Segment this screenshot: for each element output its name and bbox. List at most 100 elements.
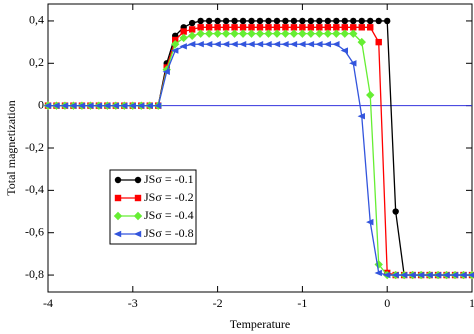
marker <box>375 17 382 25</box>
x-tick-label: -2 <box>213 296 223 310</box>
marker <box>77 102 86 109</box>
marker <box>137 102 145 109</box>
marker <box>358 24 365 31</box>
marker <box>316 24 323 31</box>
marker <box>333 24 340 31</box>
marker <box>69 102 77 109</box>
marker <box>204 29 214 38</box>
y-tick-label: -0,4 <box>25 182 44 196</box>
marker <box>315 41 323 48</box>
marker <box>247 41 255 48</box>
y-tick-label: 0 <box>38 97 44 111</box>
marker <box>145 102 153 109</box>
marker <box>214 24 221 31</box>
y-tick-label: 0,2 <box>29 55 44 69</box>
marker <box>340 47 348 54</box>
x-tick-label: -3 <box>128 296 138 310</box>
plot-frame <box>47 3 473 293</box>
marker <box>408 271 416 279</box>
marker <box>333 17 340 25</box>
marker <box>299 17 306 25</box>
marker <box>374 269 382 277</box>
marker <box>323 41 332 48</box>
marker <box>350 17 357 25</box>
legend-label: JSσ = -0.4 <box>144 208 194 222</box>
marker <box>459 271 467 279</box>
marker <box>214 17 221 25</box>
y-tick-label: 0,4 <box>29 13 44 27</box>
marker <box>299 24 306 31</box>
marker <box>52 102 60 109</box>
marker <box>111 102 120 109</box>
marker <box>341 24 348 31</box>
marker <box>239 24 247 31</box>
marker <box>450 271 459 279</box>
marker <box>391 271 399 279</box>
legend-label: JSσ = -0.8 <box>144 226 194 240</box>
marker <box>256 17 264 25</box>
marker <box>315 29 324 38</box>
marker <box>433 271 442 279</box>
marker <box>307 17 315 25</box>
marker <box>316 17 323 25</box>
x-tick-label: 1 <box>469 296 474 310</box>
marker <box>323 29 333 38</box>
marker <box>179 43 187 50</box>
marker <box>290 17 298 25</box>
marker <box>179 33 188 43</box>
marker <box>349 29 358 38</box>
marker <box>366 218 374 226</box>
marker <box>188 26 196 33</box>
x-tick-label: -1 <box>297 296 307 310</box>
marker <box>324 24 332 31</box>
marker <box>222 24 230 31</box>
marker <box>358 17 365 25</box>
marker <box>162 65 171 74</box>
marker <box>103 102 111 109</box>
marker <box>204 41 213 48</box>
marker <box>375 38 382 46</box>
marker <box>133 230 142 238</box>
marker <box>94 102 103 109</box>
marker <box>187 31 197 40</box>
marker <box>213 29 222 38</box>
x-axis-label: Temperature <box>230 317 290 331</box>
marker <box>290 24 298 31</box>
marker <box>281 29 290 38</box>
x-tick-label: -4 <box>43 296 53 310</box>
marker <box>367 24 374 31</box>
marker <box>221 41 230 48</box>
marker <box>324 17 332 25</box>
y-tick-label: -0,2 <box>25 140 44 154</box>
marker <box>222 17 230 25</box>
y-tick-label: -0,6 <box>25 224 44 238</box>
marker <box>357 113 365 120</box>
x-tick-label: 0 <box>384 296 390 310</box>
marker <box>113 211 123 221</box>
marker <box>392 208 399 215</box>
marker <box>134 194 142 202</box>
marker <box>416 271 425 279</box>
marker <box>264 29 273 38</box>
marker <box>255 29 265 38</box>
marker <box>180 28 187 35</box>
marker <box>272 29 282 38</box>
marker <box>442 271 450 279</box>
marker <box>171 40 180 49</box>
marker <box>114 176 122 184</box>
marker <box>306 29 316 38</box>
marker <box>264 41 272 48</box>
marker <box>289 29 299 38</box>
marker <box>113 230 122 238</box>
marker <box>231 24 238 31</box>
marker <box>247 29 256 38</box>
marker <box>120 102 128 109</box>
marker <box>196 41 204 48</box>
marker <box>366 90 375 100</box>
marker <box>197 17 204 25</box>
marker <box>172 36 179 44</box>
marker <box>399 271 408 279</box>
marker <box>162 68 170 75</box>
